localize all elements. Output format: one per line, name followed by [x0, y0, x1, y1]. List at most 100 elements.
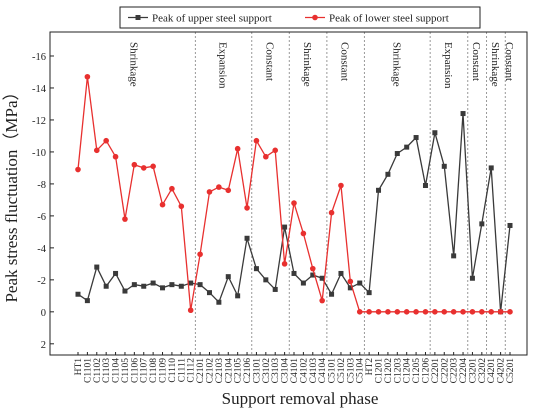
y-tick-label: -6: [37, 212, 46, 223]
point: [300, 280, 306, 286]
y-tick-label: -8: [37, 180, 46, 191]
point: [338, 270, 344, 276]
point: [488, 165, 494, 171]
point: [300, 230, 307, 237]
point: [479, 309, 485, 315]
point: [469, 275, 475, 281]
point: [413, 309, 419, 315]
point: [460, 309, 466, 315]
x-tick-label: C2101: [196, 358, 206, 384]
point: [366, 309, 372, 315]
x-tick-label: C1108: [149, 358, 159, 383]
point: [497, 309, 504, 315]
point: [131, 161, 138, 168]
phase-label: Expansion: [217, 42, 229, 89]
legend-marker: [135, 15, 141, 20]
x-tick-label: C2203: [450, 358, 460, 384]
point: [178, 203, 185, 210]
point: [291, 200, 297, 206]
point: [150, 280, 156, 286]
x-tick-label: C3201: [468, 358, 478, 384]
point: [159, 201, 166, 208]
point: [187, 307, 194, 314]
x-tick-label: C2102: [205, 358, 215, 384]
point: [319, 297, 325, 304]
point: [282, 224, 288, 230]
y-axis-title: Peak stress fluctuation（MPa）: [2, 83, 21, 302]
point: [356, 309, 363, 315]
x-tick-label: C1109: [159, 358, 169, 383]
series-line: [77, 113, 511, 312]
point: [347, 285, 353, 291]
point: [103, 283, 109, 289]
phase-label: Constant: [264, 42, 276, 81]
x-tick-label: C1201: [375, 358, 385, 384]
x-tick-label: C3104: [281, 358, 291, 384]
x-tick-label: C1103: [102, 358, 112, 383]
phase-label: Shrinkage: [489, 42, 501, 87]
phase-label: Constant: [503, 42, 515, 81]
point: [338, 182, 344, 189]
y-tick-label: 2: [41, 340, 46, 351]
point: [113, 270, 119, 276]
legend: Peak of upper steel support Peak of lower…: [119, 6, 481, 29]
point: [122, 288, 128, 294]
point: [253, 137, 260, 144]
point: [253, 266, 259, 272]
x-tick-label: C5101: [328, 358, 338, 384]
point: [150, 163, 156, 170]
point: [122, 216, 128, 222]
x-tick-label: C2201: [431, 358, 441, 384]
x-tick-label: C1112: [187, 358, 197, 383]
point: [422, 183, 428, 189]
y-tick-label: -10: [32, 148, 46, 159]
point: [216, 299, 222, 305]
point: [244, 205, 250, 211]
phase-label: Shrinkage: [390, 42, 402, 87]
x-tick-label: C5104: [356, 358, 366, 384]
point: [366, 290, 372, 296]
point: [281, 261, 288, 267]
point: [178, 283, 184, 289]
point: [140, 165, 147, 171]
y-tick-label: -16: [32, 52, 46, 63]
y-tick-label: -4: [37, 244, 46, 255]
point: [450, 309, 457, 315]
x-tick-label: C4103: [309, 358, 319, 384]
point: [460, 111, 466, 117]
x-tick-label: C3202: [478, 358, 488, 384]
point: [160, 285, 166, 291]
point: [413, 135, 419, 141]
point: [93, 147, 100, 154]
point: [385, 309, 391, 315]
point: [441, 309, 448, 315]
x-tick-label: C2202: [440, 358, 450, 384]
point: [507, 309, 513, 315]
point: [234, 145, 241, 152]
point: [131, 282, 137, 288]
x-tick-label: C1203: [393, 358, 403, 384]
point: [272, 286, 278, 292]
point: [197, 282, 203, 288]
x-tick-label: C1102: [93, 358, 103, 383]
point: [188, 280, 194, 286]
point: [319, 275, 325, 281]
x-tick-label: HT1: [74, 358, 84, 376]
y-tick-label: -12: [32, 116, 46, 127]
point: [291, 270, 297, 276]
point: [103, 137, 109, 144]
point: [75, 291, 81, 297]
point: [432, 130, 438, 136]
x-tick-label: C4102: [299, 358, 309, 384]
point: [310, 272, 316, 278]
point: [488, 309, 495, 315]
legend-marker: [312, 14, 318, 21]
x-tick-label: C3103: [271, 358, 281, 384]
x-tick-label: C1107: [140, 358, 150, 383]
point: [75, 166, 81, 173]
phase-label: Shrinkage: [301, 42, 313, 87]
x-tick-label: C2104: [224, 358, 234, 384]
point: [403, 309, 410, 315]
point: [235, 293, 241, 299]
